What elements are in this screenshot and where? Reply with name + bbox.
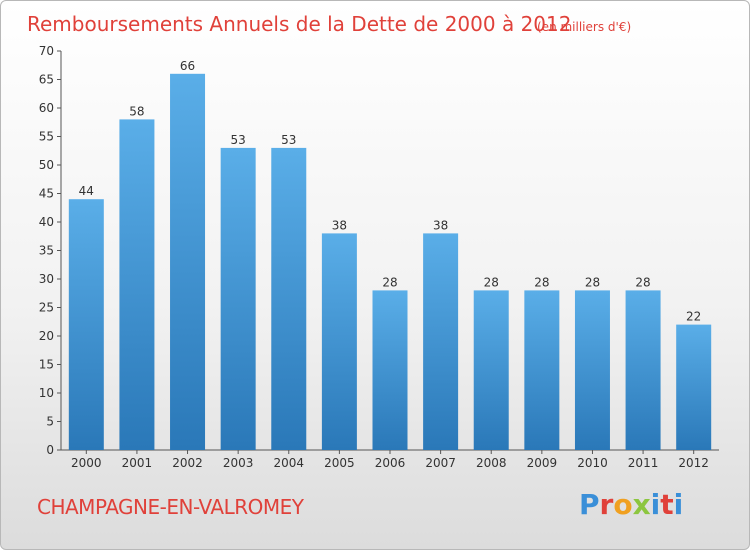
bar-2009 (524, 290, 560, 450)
logo-letter: r (599, 488, 614, 521)
bar-2006 (372, 290, 408, 450)
y-tick-label: 0 (46, 443, 54, 457)
bar-2003 (220, 147, 256, 450)
bar-value-label: 28 (484, 275, 499, 289)
bar-value-label: 53 (281, 133, 296, 147)
logo-letter: t (660, 488, 674, 521)
x-tick-label: 2003 (223, 456, 254, 470)
bar-2012 (676, 324, 712, 450)
logo-letter: i (673, 488, 684, 521)
bar-value-label: 53 (231, 133, 246, 147)
x-tick-label: 2008 (476, 456, 507, 470)
y-tick-label: 55 (39, 130, 54, 144)
bar-value-label: 28 (585, 275, 600, 289)
bar-2001 (119, 119, 155, 451)
y-tick-label: 15 (39, 358, 54, 372)
x-tick-label: 2007 (425, 456, 456, 470)
y-tick-label: 70 (39, 44, 54, 58)
x-tick-label: 2001 (122, 456, 153, 470)
bar-value-label: 44 (79, 184, 94, 198)
y-tick-label: 30 (39, 272, 54, 286)
y-tick-label: 45 (39, 187, 54, 201)
bar-value-label: 22 (686, 310, 701, 324)
y-tick-label: 35 (39, 244, 54, 258)
x-tick-label: 2002 (172, 456, 203, 470)
bar-2000 (68, 199, 104, 450)
y-tick-label: 20 (39, 329, 54, 343)
y-tick-label: 65 (39, 73, 54, 87)
bar-value-label: 28 (635, 275, 650, 289)
chart-unit: (en milliers d'€) (537, 20, 631, 34)
bar-2002 (170, 73, 206, 451)
y-tick-label: 5 (46, 415, 54, 429)
x-tick-label: 2009 (527, 456, 558, 470)
logo-letter: x (632, 488, 651, 521)
y-tick-label: 10 (39, 386, 54, 400)
bar-value-label: 28 (534, 275, 549, 289)
y-tick-label: 60 (39, 101, 54, 115)
city-name: CHAMPAGNE-EN-VALROMEY (37, 495, 304, 519)
x-tick-label: 2005 (324, 456, 355, 470)
y-tick-label: 50 (39, 158, 54, 172)
y-tick-label: 25 (39, 301, 54, 315)
x-tick-label: 2004 (273, 456, 304, 470)
proxiti-logo: Proxiti (579, 488, 683, 521)
bar-2010 (574, 290, 610, 450)
plot-area: 0 5 10 15 20 25 30 35 40 45 50 55 60 65 70 44 2000 58 2001… (39, 44, 719, 470)
bar-2004 (271, 147, 307, 450)
bar-2007 (423, 233, 459, 450)
logo-letter: o (613, 488, 633, 521)
x-tick-label: 2012 (678, 456, 709, 470)
bar-2005 (321, 233, 357, 450)
bar-2008 (473, 290, 509, 450)
logo-letter: P (579, 488, 600, 521)
x-tick-label: 2000 (71, 456, 102, 470)
bar-2011 (625, 290, 661, 450)
x-tick-label: 2011 (628, 456, 659, 470)
bar-value-label: 66 (180, 59, 195, 73)
chart-title: Remboursements Annuels de la Dette de 20… (27, 12, 571, 36)
y-tick-label: 40 (39, 215, 54, 229)
bar-value-label: 38 (332, 218, 347, 232)
bar-value-label: 38 (433, 218, 448, 232)
x-tick-label: 2006 (375, 456, 406, 470)
logo-letter: i (650, 488, 661, 521)
bar-value-label: 28 (382, 275, 397, 289)
x-tick-label: 2010 (577, 456, 608, 470)
bar-value-label: 58 (129, 104, 144, 118)
